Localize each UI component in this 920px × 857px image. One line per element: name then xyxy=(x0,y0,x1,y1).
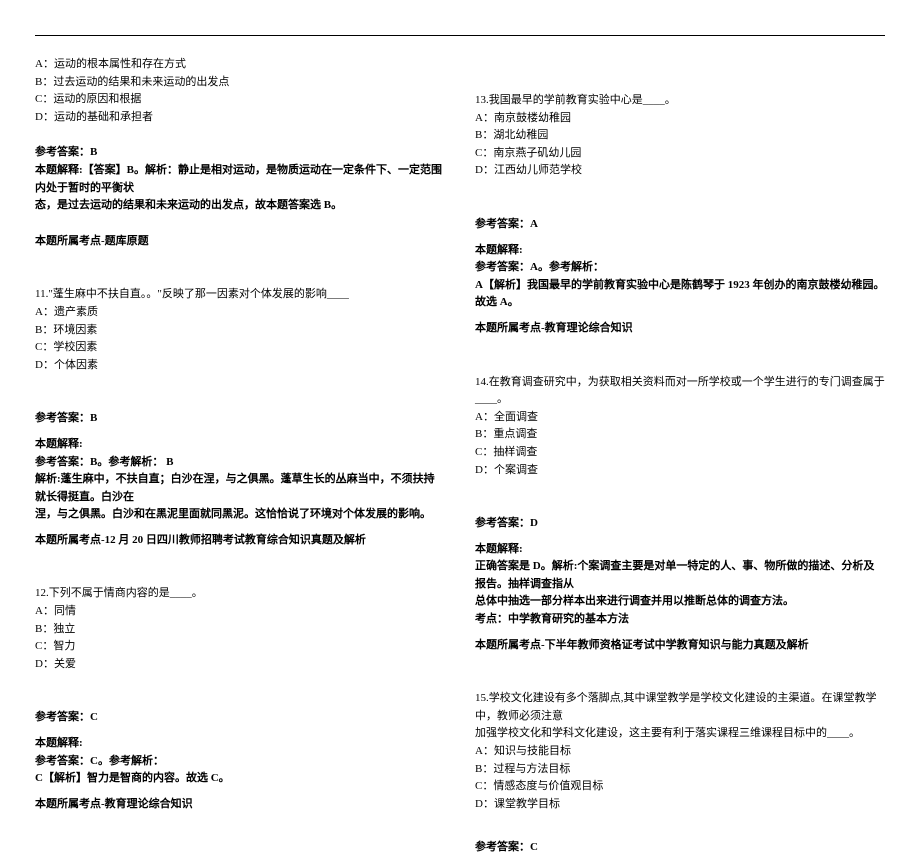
q13-answer: 参考答案：A xyxy=(475,216,885,234)
q13-exp-1: 参考答案：A。参考解析： xyxy=(475,259,885,277)
q13-exp-hdr: 本题解释: xyxy=(475,242,885,260)
q10-opt-d: D：运动的基础和承担者 xyxy=(35,109,445,127)
content-columns: A：运动的根本属性和存在方式 B：过去运动的结果和未来运动的出发点 C：运动的原… xyxy=(35,56,885,857)
q14-opt-c: C：抽样调查 xyxy=(475,444,885,462)
q11-exp-1: 参考答案：B。参考解析： B xyxy=(35,454,445,472)
q13-source: 本题所属考点-教育理论综合知识 xyxy=(475,320,885,338)
q15-answer: 参考答案：C xyxy=(475,839,885,857)
q13-exp-2: A【解析】我国最早的学前教育实验中心是陈鹤琴于 1923 年创办的南京鼓楼幼稚园… xyxy=(475,277,885,312)
q11-exp-2: 解析:蓬生麻中，不扶自直；白沙在涅，与之俱黑。蓬草生长的丛麻当中，不须扶持就长得… xyxy=(35,471,445,506)
q14-opt-a: A：全面调查 xyxy=(475,409,885,427)
q12-exp-1: 参考答案：C。参考解析： xyxy=(35,753,445,771)
q10-answer-block: 参考答案：B 本题解释:【答案】B。解析：静止是相对运动，是物质运动在一定条件下… xyxy=(35,144,445,214)
q12-opt-b: B：独立 xyxy=(35,621,445,639)
q13-opt-d: D：江西幼儿师范学校 xyxy=(475,162,885,180)
q10-options: A：运动的根本属性和存在方式 B：过去运动的结果和未来运动的出发点 C：运动的原… xyxy=(35,56,445,126)
q14-opt-d: D：个案调查 xyxy=(475,462,885,480)
top-divider xyxy=(35,35,885,36)
q11-opt-a: A：遗产素质 xyxy=(35,304,445,322)
q14-exp-3: 考点：中学教育研究的基本方法 xyxy=(475,611,885,629)
q14-stem-block: 14.在教育调查研究中，为获取相关资料而对一所学校或一个学生进行的专门调查属于_… xyxy=(475,374,885,480)
q11-opt-c: C：学校因素 xyxy=(35,339,445,357)
q10-answer: 参考答案：B xyxy=(35,144,445,162)
q11-opt-d: D：个体因素 xyxy=(35,357,445,375)
q10-explain-2: 态，是过去运动的结果和未来运动的出发点，故本题答案选 B。 xyxy=(35,197,445,215)
q12-opt-a: A：同情 xyxy=(35,603,445,621)
q13-opt-a: A：南京鼓楼幼稚园 xyxy=(475,110,885,128)
q10-explain-1: 本题解释:【答案】B。解析：静止是相对运动，是物质运动在一定条件下、一定范围内处… xyxy=(35,162,445,197)
q14-exp-hdr: 本题解释: xyxy=(475,541,885,559)
q10-source: 本题所属考点-题库原题 xyxy=(35,233,445,251)
q12-opt-c: C：智力 xyxy=(35,638,445,656)
q12-opt-d: D：关爱 xyxy=(35,656,445,674)
q14-source: 本题所属考点-下半年教师资格证考试中学教育知识与能力真题及解析 xyxy=(475,637,885,655)
q13-opt-c: C：南京燕子矶幼儿园 xyxy=(475,145,885,163)
q13-opt-b: B：湖北幼稚园 xyxy=(475,127,885,145)
q14-exp-1: 正确答案是 D。解析:个案调查主要是对单一特定的人、事、物所做的描述、分析及报告… xyxy=(475,558,885,593)
q12-exp-2: C【解析】智力是智商的内容。故选 C。 xyxy=(35,770,445,788)
q11-opt-b: B：环境因素 xyxy=(35,322,445,340)
q15-stem-1: 15.学校文化建设有多个落脚点,其中课堂教学是学校文化建设的主渠道。在课堂教学中… xyxy=(475,690,885,725)
q15-stem-2: 加强学校文化和学科文化建设，这主要有利于落实课程三维课程目标中的____。 xyxy=(475,725,885,743)
q10-opt-c: C：运动的原因和根据 xyxy=(35,91,445,109)
right-column: 13.我国最早的学前教育实验中心是____。 A：南京鼓楼幼稚园 B：湖北幼稚园… xyxy=(475,56,885,857)
q11-exp-hdr: 本题解释: xyxy=(35,436,445,454)
q15-stem-block: 15.学校文化建设有多个落脚点,其中课堂教学是学校文化建设的主渠道。在课堂教学中… xyxy=(475,690,885,813)
q11-exp-3: 涅，与之俱黑。白沙和在黑泥里面就同黑泥。这恰恰说了环境对个体发展的影响。 xyxy=(35,506,445,524)
q12-stem-block: 12.下列不属于情商内容的是____。 A：同情 B：独立 C：智力 D：关爱 xyxy=(35,585,445,673)
q12-stem: 12.下列不属于情商内容的是____。 xyxy=(35,585,445,603)
q14-answer: 参考答案：D xyxy=(475,515,885,533)
q13-stem-block: 13.我国最早的学前教育实验中心是____。 A：南京鼓楼幼稚园 B：湖北幼稚园… xyxy=(475,92,885,180)
q14-exp-2: 总体中抽选一部分样本出来进行调查并用以推断总体的调查方法。 xyxy=(475,593,885,611)
q14-stem: 14.在教育调查研究中，为获取相关资料而对一所学校或一个学生进行的专门调查属于_… xyxy=(475,374,885,409)
q15-opt-d: D：课堂教学目标 xyxy=(475,796,885,814)
q11-answer: 参考答案：B xyxy=(35,410,445,428)
q15-opt-c: C：情感态度与价值观目标 xyxy=(475,778,885,796)
q10-opt-a: A：运动的根本属性和存在方式 xyxy=(35,56,445,74)
left-column: A：运动的根本属性和存在方式 B：过去运动的结果和未来运动的出发点 C：运动的原… xyxy=(35,56,445,857)
q14-opt-b: B：重点调查 xyxy=(475,426,885,444)
q11-source: 本题所属考点-12 月 20 日四川教师招聘考试教育综合知识真题及解析 xyxy=(35,532,445,550)
q13-stem: 13.我国最早的学前教育实验中心是____。 xyxy=(475,92,885,110)
q15-opt-b: B：过程与方法目标 xyxy=(475,761,885,779)
q12-answer: 参考答案：C xyxy=(35,709,445,727)
q10-opt-b: B：过去运动的结果和未来运动的出发点 xyxy=(35,74,445,92)
q11-stem: 11."蓬生麻中不扶自直。。"反映了那一因素对个体发展的影响____ xyxy=(35,286,445,304)
q12-exp-hdr: 本题解释: xyxy=(35,735,445,753)
q15-opt-a: A：知识与技能目标 xyxy=(475,743,885,761)
q12-source: 本题所属考点-教育理论综合知识 xyxy=(35,796,445,814)
q11-stem-block: 11."蓬生麻中不扶自直。。"反映了那一因素对个体发展的影响____ A：遗产素… xyxy=(35,286,445,374)
